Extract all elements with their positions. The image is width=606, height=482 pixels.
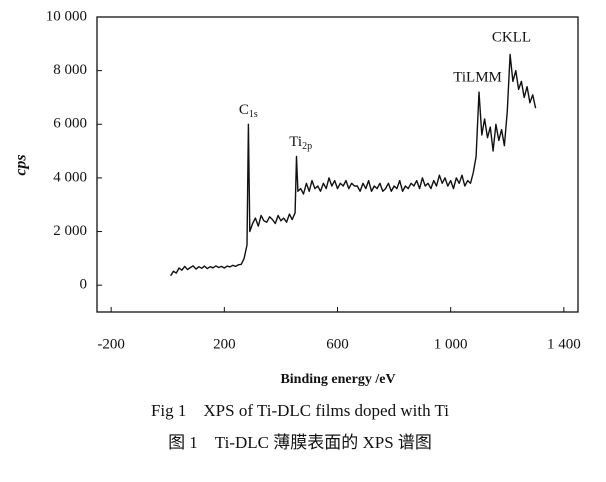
annotation-sub: 2p [302, 141, 312, 152]
y-axis-label: cps [13, 154, 30, 175]
annotation: C1s [239, 102, 258, 120]
x-tick-label: -200 [97, 336, 125, 352]
annotation: CKLL [492, 30, 531, 46]
x-axis-label: Binding energy /eV [280, 372, 395, 387]
x-tick-label: 1 400 [547, 336, 581, 352]
caption: Fig 1 XPS of Ti-DLC films doped with Ti [151, 401, 449, 420]
spectrum-line [170, 53, 537, 277]
annotation-text: CKLL [492, 30, 531, 46]
plot-frame [96, 16, 579, 313]
caption-cn: 图 1 Ti-DLC 薄膜表面的 XPS 谱图 [168, 433, 432, 452]
x-tick-label: 600 [326, 336, 349, 352]
y-tick-label: 2 000 [53, 223, 87, 239]
annotation-text: Ti [289, 134, 302, 150]
annotation-text: TiLMM [453, 70, 502, 86]
y-tick-label: 6 000 [53, 116, 87, 132]
x-tick-label: 1 000 [434, 336, 468, 352]
annotation-sub: 1s [249, 109, 258, 120]
annotation: TiLMM [453, 70, 502, 86]
y-tick-label: 10 000 [46, 8, 87, 24]
y-tick-label: 8 000 [53, 62, 87, 78]
annotation: Ti2p [289, 134, 312, 152]
y-tick-label: 4 000 [53, 169, 87, 185]
annotation-text: C [239, 102, 249, 118]
y-tick-label: 0 [80, 277, 88, 293]
x-tick-label: 200 [213, 336, 236, 352]
